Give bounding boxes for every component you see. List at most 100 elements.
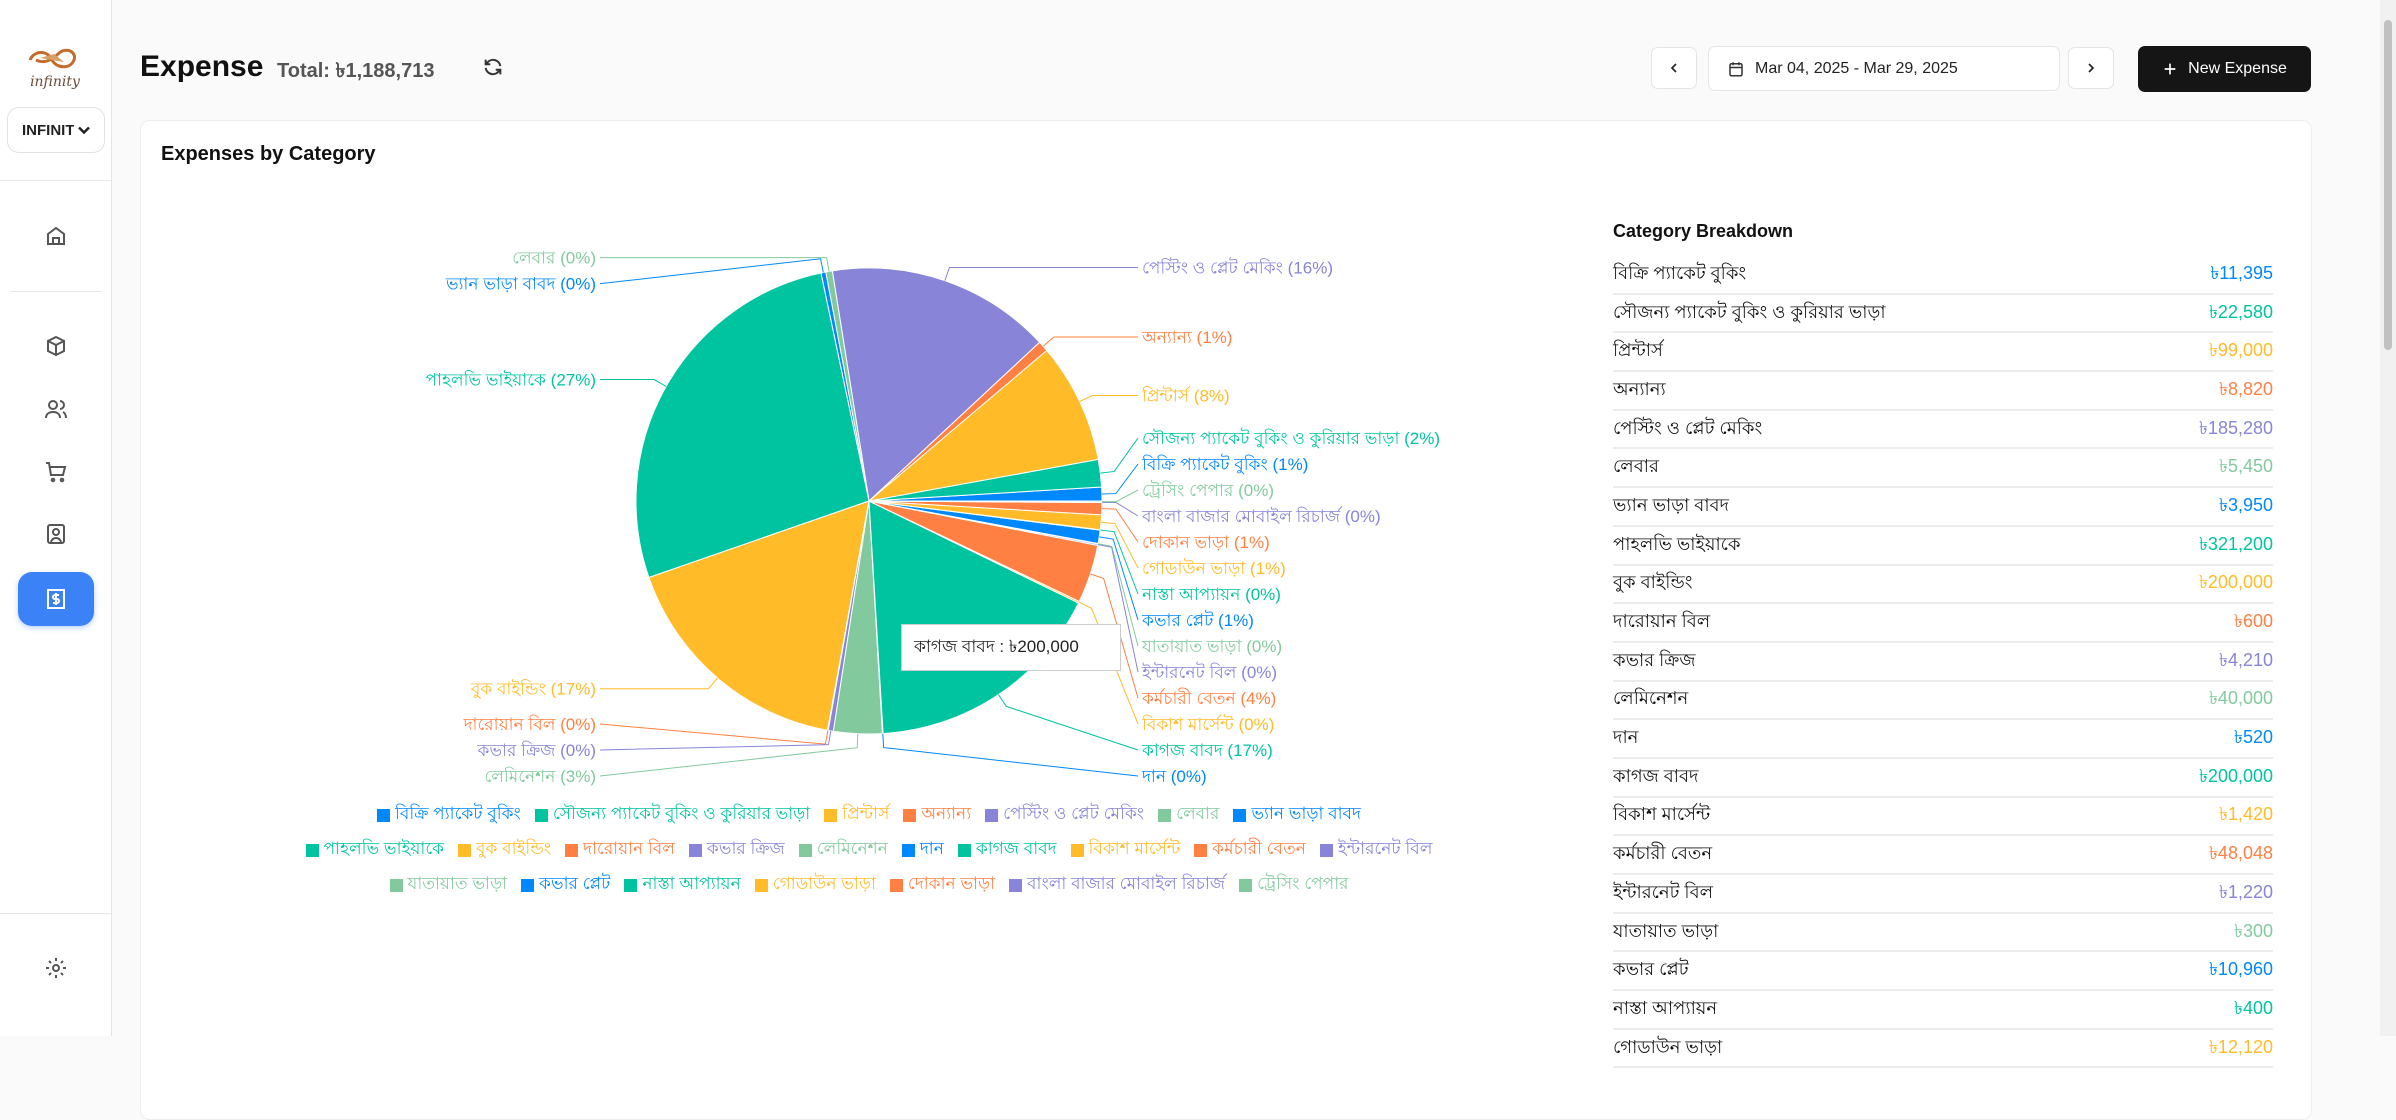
pie-label: কাগজ বাবদ (17%) (1141, 741, 1273, 760)
pie-label-line (998, 694, 1139, 751)
legend-item[interactable]: পাহলভি ভাইয়াকে (305, 836, 445, 864)
category-amount: ৳22,580 (2208, 301, 2273, 322)
pie-label-line (600, 257, 830, 272)
calendar-icon (1729, 61, 1743, 76)
legend-item[interactable]: কভার প্লেট (521, 871, 610, 899)
category-name: লেবার (1613, 456, 1659, 477)
new-expense-button[interactable]: New Expense (2138, 46, 2311, 92)
nav-settings[interactable] (31, 948, 81, 988)
scrollbar-thumb[interactable] (2384, 20, 2392, 350)
pie-label-line (599, 730, 832, 751)
pie-label-line (944, 266, 1138, 281)
pie-label: বিক্রি প্যাকেট বুকিং (1%) (1141, 454, 1308, 474)
previous-range-button[interactable] (1651, 47, 1697, 89)
legend-item[interactable]: কর্মচারী বেতন (1194, 836, 1306, 864)
pie-label-line (882, 733, 1139, 777)
category-amount: ৳12,120 (2208, 1036, 2273, 1057)
pie-label: দোকান ভাড়া (1%) (1142, 533, 1270, 552)
legend-item[interactable]: দারোয়ান বিল (565, 836, 675, 864)
breakdown-row: পাহলভি ভাইয়াকে ৳321,200 (1613, 527, 2273, 566)
pie-label: নাস্তা আপ্যায়ন (0%) (1141, 585, 1281, 604)
pie-label-line (1101, 508, 1139, 543)
legend-label: যাতায়াত ভাড়া (407, 874, 508, 893)
legend-label: দারোয়ান বিল (583, 839, 675, 858)
legend-swatch (565, 843, 579, 857)
pie-label-line (1078, 601, 1139, 725)
legend-swatch (534, 808, 548, 822)
legend-item[interactable]: বিকাশ মার্সেন্ট (1070, 836, 1180, 864)
pie-label: বাংলা বাজার মোবাইল রিচার্জ (0%) (1141, 506, 1381, 526)
legend-swatch (889, 878, 903, 892)
plus-icon (2164, 63, 2176, 75)
legend-item[interactable]: ইন্টারনেট বিল (1319, 836, 1432, 864)
page-scrollbar[interactable] (2380, 0, 2396, 1036)
pie-label: বুক বাইন্ডিং (17%) (470, 679, 596, 699)
legend-item[interactable]: লেবার (1158, 801, 1219, 829)
category-amount: ৳5,450 (2218, 456, 2273, 477)
pie-label-line (1101, 501, 1139, 517)
date-range-picker[interactable]: Mar 04, 2025 - Mar 29, 2025 (1708, 46, 2060, 91)
category-amount: ৳200,000 (2198, 765, 2273, 786)
legend-item[interactable]: সৌজন্য প্যাকেট বুকিং ও কুরিয়ার ভাড়া (534, 801, 811, 829)
legend-item[interactable]: অন্যান্য (903, 801, 971, 829)
pie-label: অন্যান্য (1%) (1141, 328, 1232, 347)
nav-cart[interactable] (31, 452, 81, 492)
legend-label: সৌজন্য প্যাকেট বুকিং ও কুরিয়ার ভাড়া (552, 804, 811, 823)
nav-products[interactable] (31, 326, 81, 366)
category-amount: ৳48,048 (2208, 843, 2273, 864)
next-range-button[interactable] (2068, 47, 2114, 89)
pie-label: পাহলভি ভাইয়াকে (27%) (426, 370, 597, 390)
legend-item[interactable]: ভ্যান ভাড়া বাবদ (1233, 801, 1361, 829)
legend-swatch (824, 808, 838, 822)
legend-item[interactable]: গোডাউন ভাড়া (754, 871, 876, 899)
breakdown-row: বিকাশ মার্সেন্ট ৳1,420 (1613, 798, 2273, 837)
category-amount: ৳321,200 (2198, 533, 2273, 554)
breakdown-row: কর্মচারী বেতন ৳48,048 (1613, 836, 2273, 875)
legend-item[interactable]: পেস্টিং ও প্লেট মেকিং (985, 801, 1144, 829)
organization-select[interactable]: INFINITY (7, 107, 105, 153)
legend-item[interactable]: ট্রেসিং পেপার (1239, 871, 1348, 899)
legend-swatch (1194, 843, 1208, 857)
pie-label: কভার ক্রিজ (0%) (477, 740, 596, 760)
nav-contacts[interactable] (31, 514, 81, 554)
pie-label: কভার প্লেট (1%) (1141, 610, 1254, 630)
refresh-icon[interactable] (482, 56, 504, 78)
legend-item[interactable]: যাতায়াত ভাড়া (389, 871, 508, 899)
legend-swatch (1319, 843, 1333, 857)
pie-label-line (599, 258, 824, 285)
breakdown-row: দান ৳520 (1613, 720, 2273, 759)
legend-item[interactable]: বিক্রি প্যাকেট বুকিং (377, 801, 521, 829)
legend-item[interactable]: দান (901, 836, 944, 864)
category-name: কভার ক্রিজ (1613, 649, 1696, 670)
legend-swatch (1009, 878, 1023, 892)
legend-label: পাহলভি ভাইয়াকে (323, 839, 445, 858)
category-amount: ৳8,820 (2218, 378, 2273, 399)
legend-swatch (798, 843, 812, 857)
nav-expenses[interactable] (18, 572, 94, 626)
pie-label-line (600, 379, 667, 387)
pie-slice[interactable] (867, 349, 1099, 502)
nav-home[interactable] (31, 216, 81, 256)
legend-label: ভ্যান ভাড়া বাবদ (1251, 804, 1361, 823)
legend-item[interactable]: বুক বাইন্ডিং (458, 836, 551, 864)
legend-label: বিক্রি প্যাকেট বুকিং (395, 804, 521, 823)
legend-item[interactable]: লেমিনেশন (798, 836, 888, 864)
legend-item[interactable]: প্রিন্টার্স (824, 801, 889, 829)
category-name: সৌজন্য প্যাকেট বুকিং ও কুরিয়ার ভাড়া (1613, 301, 1886, 322)
legend-item[interactable]: বাংলা বাজার মোবাইল রিচার্জ (1009, 871, 1225, 899)
legend-swatch (377, 808, 391, 822)
legend-item[interactable]: দোকান ভাড়া (889, 871, 995, 899)
legend-item[interactable]: নাস্তা আপ্যায়ন (624, 871, 741, 899)
legend-label: ট্রেসিং পেপার (1257, 874, 1349, 893)
legend-swatch (1233, 808, 1247, 822)
gear-icon (46, 958, 66, 978)
legend-item[interactable]: কাগজ বাবদ (957, 836, 1057, 864)
legend-item[interactable]: কভার ক্রিজ (688, 836, 785, 864)
pie-slice[interactable] (831, 267, 1041, 503)
users-icon (45, 400, 67, 419)
expenses-by-category-card: Expenses by Category বিক্রি প্যাকেট বুকি… (140, 120, 2312, 1120)
nav-users[interactable] (31, 389, 81, 429)
legend-label: প্রিন্টার্স (842, 804, 890, 823)
category-name: পেস্টিং ও প্লেট মেকিং (1613, 417, 1763, 438)
pie-slice[interactable] (648, 500, 870, 731)
